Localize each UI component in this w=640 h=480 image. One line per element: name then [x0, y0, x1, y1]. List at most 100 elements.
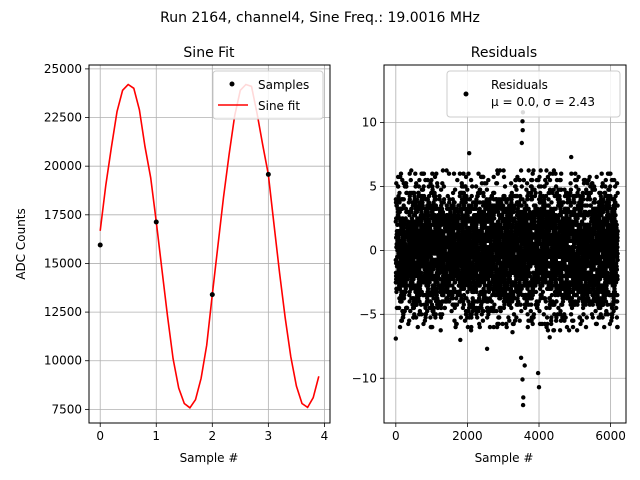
residuals-title: Residuals — [471, 45, 537, 61]
residual-point — [396, 305, 402, 311]
residual-point — [501, 168, 506, 173]
residual-point — [458, 315, 464, 320]
residual-point — [484, 187, 490, 192]
sine-fit-data — [97, 83, 320, 409]
residual-point — [514, 187, 519, 192]
residual-point — [407, 292, 412, 298]
residual-point — [507, 318, 512, 323]
residual-point — [430, 184, 435, 189]
residual-point — [426, 184, 431, 189]
residual-point — [454, 321, 459, 327]
residual-point — [401, 197, 406, 202]
residual-point — [502, 184, 508, 189]
residual-point — [533, 190, 538, 196]
residual-point — [420, 203, 425, 208]
residual-point — [470, 184, 475, 189]
residual-point — [519, 184, 524, 189]
residual-point — [530, 321, 535, 327]
residual-point — [449, 308, 454, 314]
residual-point — [465, 187, 470, 192]
residual-point — [407, 193, 412, 199]
residual-point — [423, 315, 428, 320]
residual-point — [543, 299, 548, 304]
sample-point — [265, 171, 271, 177]
residual-point — [559, 171, 564, 176]
residual-point — [524, 181, 530, 186]
residual-point — [531, 168, 536, 173]
residual-point — [437, 193, 442, 199]
residual-point — [544, 315, 550, 320]
residual-point — [461, 286, 467, 291]
residual-point — [484, 206, 490, 211]
residual-point — [452, 280, 458, 285]
residual-point — [568, 187, 574, 192]
residual-point — [396, 184, 401, 189]
residual-point — [517, 318, 522, 323]
residual-point — [518, 302, 523, 307]
residual-point — [434, 171, 439, 176]
sine-fit-line — [99, 83, 320, 409]
residual-point — [469, 315, 474, 320]
residual-point — [476, 308, 481, 314]
residual-point — [407, 299, 412, 304]
sine-fit-xtick-label: 3 — [265, 429, 273, 443]
sine-fit-ytick-label: 7500 — [51, 402, 82, 416]
residual-point — [553, 171, 558, 176]
residual-point — [501, 174, 507, 180]
residual-point — [475, 315, 480, 320]
legend-samples-marker — [229, 81, 235, 87]
residual-point — [477, 187, 483, 192]
residual-point — [441, 197, 447, 202]
residual-point — [473, 203, 479, 208]
sine-fit-ytick-label: 17500 — [44, 208, 82, 222]
residual-point — [425, 296, 430, 301]
residual-point — [558, 308, 563, 314]
residual-point — [415, 324, 420, 330]
residual-point — [492, 302, 497, 307]
residual-point — [398, 171, 404, 176]
residual-point — [401, 315, 406, 320]
residual-point — [451, 171, 457, 176]
residual-point — [414, 203, 419, 208]
residual-point — [430, 324, 435, 330]
residual-point — [491, 324, 496, 330]
residual-point — [401, 203, 406, 208]
residual-point — [447, 219, 452, 224]
sine-fit-ytick-label: 12500 — [44, 305, 82, 319]
residual-point — [419, 312, 424, 317]
residual-point — [482, 216, 487, 221]
residual-point — [468, 328, 474, 333]
residual-point — [566, 328, 572, 333]
residual-point — [473, 206, 479, 211]
residual-point — [568, 312, 574, 317]
residual-point — [484, 181, 489, 186]
residual-point — [518, 168, 524, 173]
residual-point — [525, 324, 530, 330]
residual-point — [544, 181, 549, 186]
residual-point — [429, 302, 435, 307]
residual-point — [557, 328, 563, 333]
sine-fit-ytick-label: 22500 — [44, 111, 82, 125]
residual-point — [526, 168, 531, 173]
residual-point — [561, 200, 566, 205]
sine-fit-axes-frame — [88, 64, 331, 424]
residual-point — [525, 312, 530, 317]
residual-point — [438, 187, 444, 192]
residual-point — [563, 315, 568, 320]
residual-point — [487, 324, 493, 330]
figure-suptitle: Run 2164, channel4, Sine Freq.: 19.0016 … — [160, 10, 480, 26]
residual-point — [455, 177, 460, 183]
sine-fit-xtick-label: 2 — [208, 429, 216, 443]
residual-point — [425, 308, 430, 314]
residual-point — [549, 315, 554, 320]
residual-point — [537, 308, 542, 314]
residual-point — [440, 168, 446, 173]
residual-point — [421, 193, 427, 199]
residual-point — [462, 318, 468, 323]
residual-point — [465, 324, 471, 330]
sine-fit-ylabel: ADC Counts — [14, 208, 28, 280]
residual-point — [430, 267, 436, 272]
residual-point — [549, 200, 554, 205]
residual-point — [521, 177, 526, 183]
